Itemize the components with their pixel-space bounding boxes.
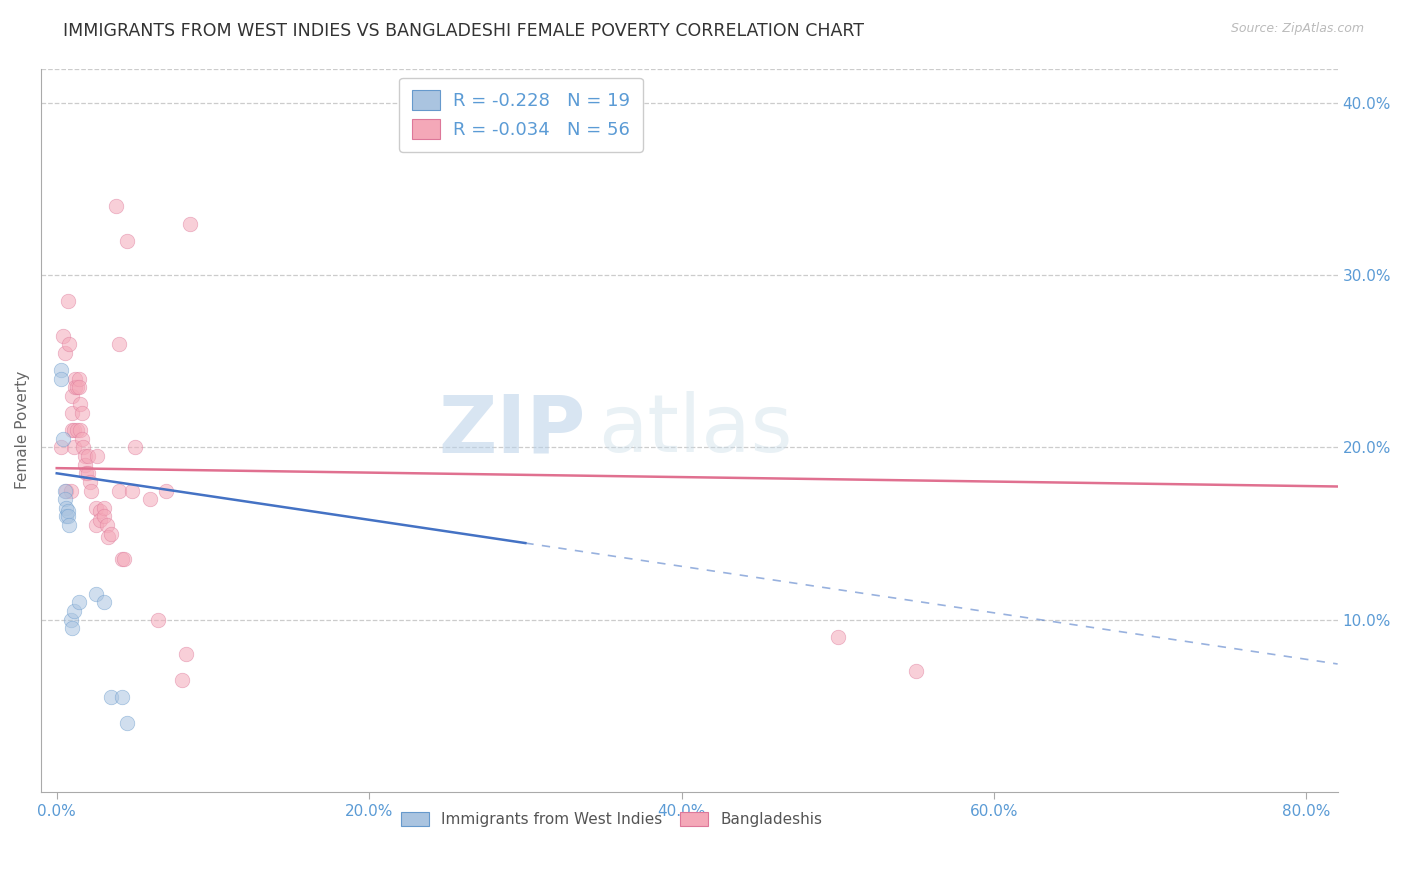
Text: ZIP: ZIP xyxy=(439,392,586,469)
Point xyxy=(59,613,82,627)
Point xyxy=(80,483,103,498)
Point xyxy=(93,509,115,524)
Point xyxy=(60,406,83,420)
Text: Source: ZipAtlas.com: Source: ZipAtlas.com xyxy=(1230,22,1364,36)
Y-axis label: Female Poverty: Female Poverty xyxy=(15,371,30,490)
Point xyxy=(155,483,177,498)
Point xyxy=(100,690,122,705)
Point xyxy=(56,509,79,524)
Point xyxy=(72,441,94,455)
Point xyxy=(97,530,120,544)
Point xyxy=(73,449,96,463)
Point xyxy=(115,234,138,248)
Point xyxy=(108,483,131,498)
Point xyxy=(51,363,73,377)
Point xyxy=(63,604,86,618)
Point xyxy=(52,432,75,446)
Point xyxy=(112,552,135,566)
Point xyxy=(79,475,101,489)
Point xyxy=(75,467,97,481)
Point xyxy=(55,483,77,498)
Point xyxy=(105,199,128,213)
Point xyxy=(93,595,115,609)
Point xyxy=(139,492,162,507)
Point xyxy=(65,371,87,385)
Text: atlas: atlas xyxy=(599,392,793,469)
Point xyxy=(827,630,849,644)
Point xyxy=(86,449,108,463)
Point xyxy=(58,518,80,533)
Point xyxy=(69,397,91,411)
Point xyxy=(111,690,134,705)
Point xyxy=(53,492,76,507)
Point xyxy=(51,441,73,455)
Point xyxy=(53,345,76,359)
Point xyxy=(67,380,90,394)
Point xyxy=(60,621,83,635)
Point xyxy=(55,500,77,515)
Point xyxy=(60,423,83,437)
Point xyxy=(115,716,138,731)
Point xyxy=(67,595,90,609)
Point xyxy=(63,423,86,437)
Point xyxy=(100,526,122,541)
Point xyxy=(70,432,93,446)
Point xyxy=(148,613,170,627)
Legend: Immigrants from West Indies, Bangladeshis: Immigrants from West Indies, Bangladeshi… xyxy=(394,805,830,835)
Point xyxy=(179,217,201,231)
Point xyxy=(67,371,90,385)
Point xyxy=(59,483,82,498)
Point xyxy=(65,380,87,394)
Point xyxy=(52,328,75,343)
Point xyxy=(69,423,91,437)
Point xyxy=(84,518,107,533)
Point xyxy=(111,552,134,566)
Point xyxy=(77,449,100,463)
Point xyxy=(66,380,89,394)
Point xyxy=(63,441,86,455)
Point xyxy=(56,294,79,309)
Point xyxy=(58,337,80,351)
Point xyxy=(55,509,77,524)
Point xyxy=(89,513,111,527)
Point xyxy=(60,389,83,403)
Point xyxy=(89,504,111,518)
Point xyxy=(96,518,118,533)
Point xyxy=(124,441,146,455)
Point xyxy=(84,500,107,515)
Point xyxy=(170,673,193,687)
Point xyxy=(66,423,89,437)
Point xyxy=(53,483,76,498)
Point xyxy=(73,458,96,472)
Point xyxy=(904,665,927,679)
Text: IMMIGRANTS FROM WEST INDIES VS BANGLADESHI FEMALE POVERTY CORRELATION CHART: IMMIGRANTS FROM WEST INDIES VS BANGLADES… xyxy=(63,22,865,40)
Point xyxy=(56,504,79,518)
Point xyxy=(51,371,73,385)
Point xyxy=(93,500,115,515)
Point xyxy=(121,483,143,498)
Point xyxy=(108,337,131,351)
Point xyxy=(176,647,198,661)
Point xyxy=(84,587,107,601)
Point xyxy=(77,467,100,481)
Point xyxy=(70,406,93,420)
